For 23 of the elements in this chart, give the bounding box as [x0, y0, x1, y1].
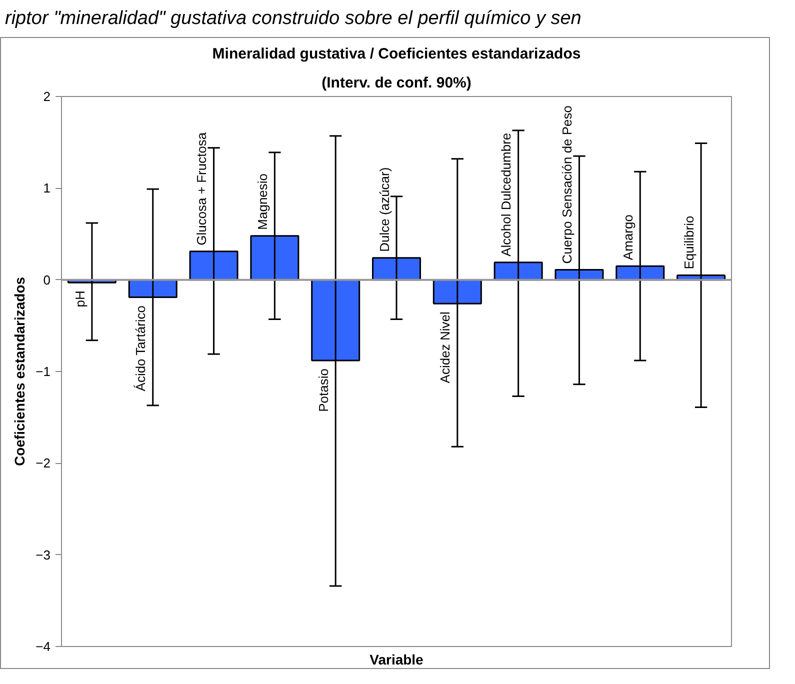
y-tick-label: 0 — [43, 272, 51, 288]
x-axis-title: Variable — [370, 652, 424, 668]
x-tick-label: pH — [72, 290, 88, 308]
y-tick-label: 1 — [43, 180, 51, 196]
x-tick-label: Glucosa + Fructosa — [194, 132, 210, 246]
y-tick-label: −1 — [36, 364, 51, 380]
y-tick-label: −2 — [36, 456, 51, 471]
x-tick-label: Cuerpo Sensación de Peso — [560, 106, 575, 264]
x-tick-label: Potasio — [316, 368, 331, 412]
chart-title: Mineralidad gustativa / Coeficientes estandarizados — [212, 46, 581, 63]
x-tick-label: Equilibrio — [681, 216, 696, 270]
y-tick-label: 2 — [43, 89, 51, 104]
y-axis-title: Coeficientes estandarizados — [12, 276, 28, 466]
x-tick-label: Alcohol Dulcedumbre — [498, 132, 514, 257]
text: riptor "mineralidad" gustativa construido sobre el perfil químico y sen — [5, 7, 582, 31]
x-tick-label: Magnesio — [255, 174, 270, 230]
x-tick-label: Acidez Nivel — [438, 312, 453, 384]
x-tick-label: Amargo — [620, 214, 636, 260]
x-tick-label: Dulce (azúcar) — [376, 167, 392, 252]
x-tick-label: Ácido Tartárico — [133, 306, 148, 392]
y-tick-label: −4 — [36, 639, 51, 654]
y-tick-label: −3 — [36, 547, 51, 562]
chart-subtitle: (Interv. de conf. 90%) — [322, 74, 472, 92]
